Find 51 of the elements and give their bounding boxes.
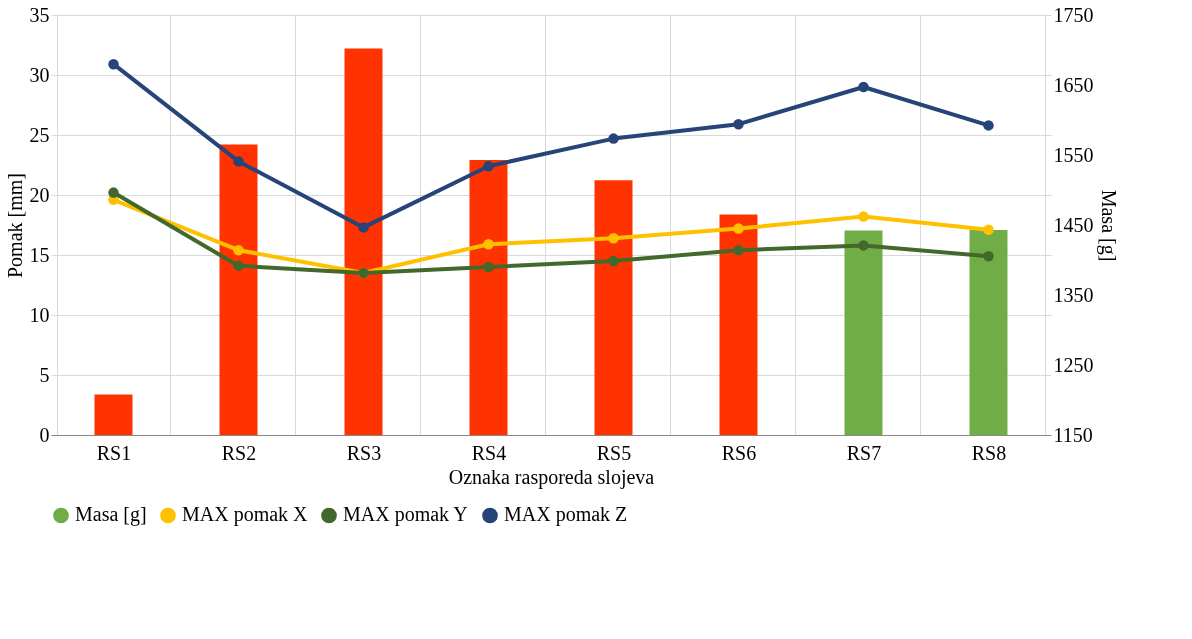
point [608, 255, 619, 267]
point [358, 222, 369, 233]
y-tick-label: 10 [29, 303, 50, 326]
y-axis-title: Pomak [mm] [3, 173, 26, 278]
y2-axis-title: Masa [g] [1096, 189, 1120, 262]
y2-tick-label: 1450 [1053, 213, 1094, 236]
point [233, 156, 244, 167]
point [233, 244, 244, 256]
y-tick-label: 5 [39, 363, 50, 386]
y-tick-label: 15 [29, 243, 50, 266]
y-tick-label: 35 [29, 3, 50, 26]
y2-tick-label: 1550 [1053, 143, 1094, 166]
point [983, 224, 994, 236]
point [733, 244, 744, 256]
x-tick-label: RS7 [846, 441, 882, 464]
x-tick-label: RS6 [721, 441, 757, 464]
point [858, 81, 869, 93]
y-tick-label: 25 [29, 123, 50, 146]
x-tick-label: RS1 [96, 441, 132, 464]
point [108, 187, 119, 198]
x-tick-label: RS3 [346, 441, 382, 464]
legend-label: MAX pomak Y [343, 503, 468, 527]
y2-tick-label: 1250 [1053, 353, 1094, 376]
point [608, 232, 619, 244]
point [608, 133, 619, 144]
legend-label: MAX pomak Z [504, 503, 628, 527]
point [983, 120, 994, 131]
point [108, 58, 119, 70]
x-axis-title: Oznaka rasporeda slojeva [448, 465, 655, 489]
y-tick-label: 30 [29, 63, 50, 86]
point [483, 238, 494, 250]
point [233, 260, 244, 272]
y2-tick-label: 1650 [1053, 73, 1094, 96]
x-tick-label: RS4 [471, 441, 507, 464]
x-tick-label: RS2 [221, 441, 257, 464]
x-tick-label: RS5 [596, 441, 632, 464]
legend-label: MAX pomak X [182, 503, 309, 527]
y-tick-label: 0 [39, 423, 50, 446]
point [858, 211, 869, 222]
point [733, 118, 744, 130]
point [483, 261, 494, 273]
y-tick-label: 20 [29, 183, 50, 206]
x-tick-label: RS8 [971, 441, 1007, 464]
y2-tick-label: 1750 [1053, 3, 1094, 26]
point [483, 160, 494, 172]
legend-label: Masa [g] [75, 503, 147, 527]
y2-tick-label: 1350 [1053, 283, 1094, 306]
point [733, 223, 744, 234]
y2-tick-label: 1150 [1053, 423, 1093, 446]
point [983, 250, 994, 262]
point [858, 240, 869, 251]
